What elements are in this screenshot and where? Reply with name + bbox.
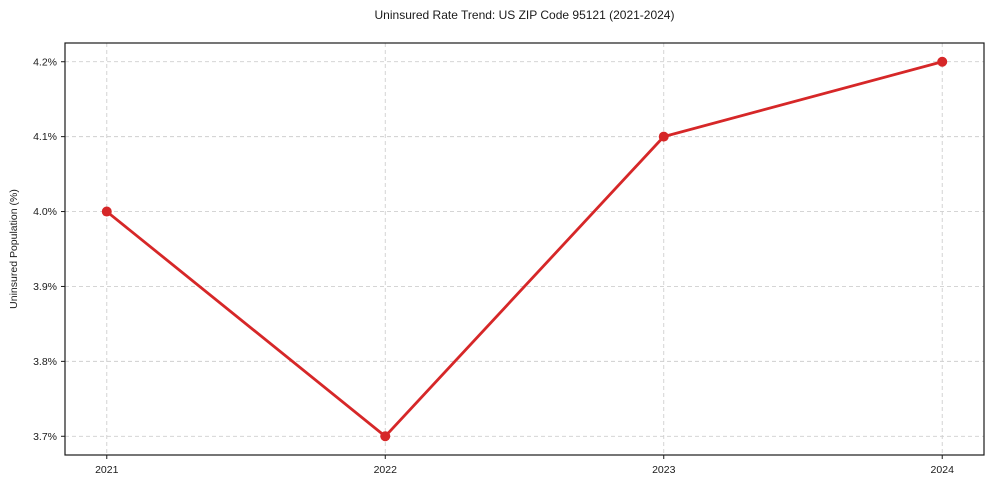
x-tick-label: 2023 — [652, 464, 676, 476]
y-tick-label: 3.9% — [33, 281, 57, 293]
data-point-2022 — [380, 431, 391, 442]
y-tick-label: 3.8% — [33, 356, 57, 368]
x-tick-label: 2024 — [931, 464, 955, 476]
chart-title: Uninsured Rate Trend: US ZIP Code 95121 … — [374, 8, 675, 22]
y-tick-label: 4.2% — [33, 56, 57, 68]
y-axis-label: Uninsured Population (%) — [8, 189, 20, 309]
data-point-2024 — [937, 56, 948, 67]
data-point-2023 — [658, 131, 669, 142]
x-tick-label: 2022 — [374, 464, 398, 476]
plot-frame — [64, 42, 985, 456]
y-tick-label: 4.1% — [33, 131, 57, 143]
x-tick-label: 2021 — [95, 464, 119, 476]
trend-line — [105, 60, 944, 438]
y-tick-label: 4.0% — [33, 206, 57, 218]
y-tick-label: 3.7% — [33, 431, 57, 443]
data-point-2021 — [101, 206, 112, 217]
